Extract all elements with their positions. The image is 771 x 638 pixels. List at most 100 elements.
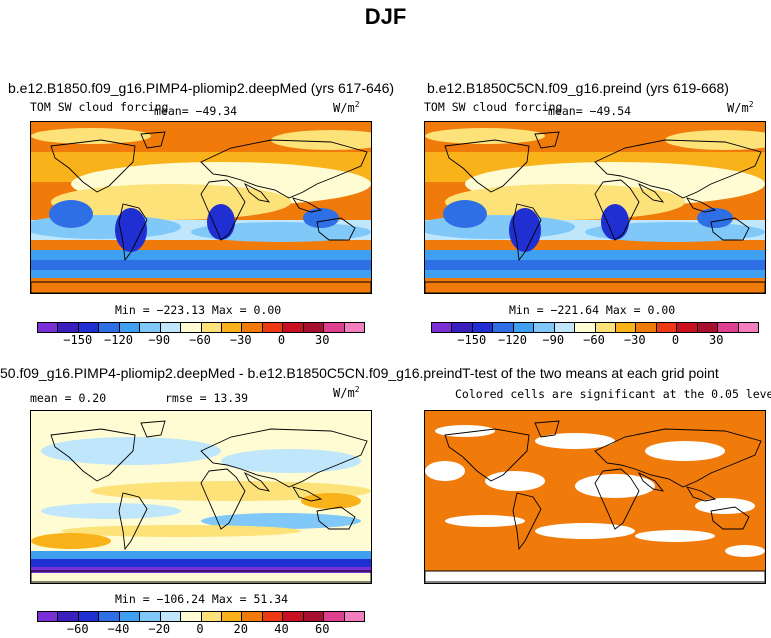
colorbar-swatch <box>283 612 304 621</box>
colorbar-tick-label: 0 <box>196 622 204 636</box>
panel3-minmax: Min = −106.24 Max = 51.34 <box>115 592 289 606</box>
field-band <box>31 559 371 567</box>
panel3-colorbar <box>37 611 365 622</box>
continent-outline <box>512 492 542 551</box>
panel2-map <box>424 121 766 294</box>
colorbar-tick-label: −120 <box>104 333 133 347</box>
colorbar-swatch <box>472 323 494 332</box>
colorbar-swatch <box>119 612 141 621</box>
field-blob <box>207 204 235 240</box>
continent-outline <box>594 139 762 199</box>
continent-outline <box>534 131 560 149</box>
non-significant-region <box>575 474 655 498</box>
colorbar-swatch <box>636 323 657 332</box>
continent-outline <box>710 217 750 241</box>
continent-outline <box>140 131 166 149</box>
colorbar-swatch <box>303 323 325 332</box>
colorbar-tick-label: 30 <box>315 333 330 347</box>
non-significant-region <box>485 471 545 491</box>
continent-outline <box>200 179 246 241</box>
field-blob <box>201 513 361 529</box>
panel3-title: 50.f09_g16.PIMP4-pliomip2.deepMed - b.e1… <box>0 365 463 381</box>
colorbar-tick-label: −90 <box>148 333 171 347</box>
field-blob <box>41 437 221 465</box>
continent-outline <box>686 486 717 502</box>
panel2-colorbar <box>431 322 759 333</box>
field-blob <box>31 128 151 144</box>
colorbar-swatch <box>344 612 364 621</box>
continent-outline <box>316 217 356 241</box>
continent-outline <box>710 506 750 530</box>
field-blob <box>425 128 545 144</box>
colorbar-tick-label: 20 <box>233 622 248 636</box>
colorbar-swatch <box>221 612 243 621</box>
colorbar-swatch <box>58 612 79 621</box>
colorbar-tick-label: −30 <box>623 333 646 347</box>
panel3-colorbar-ticks: −60 −40 −20 0 20 40 60 <box>37 622 363 636</box>
panel3-rmse: rmse = 13.39 <box>165 391 249 405</box>
colorbar-tick-label: −150 <box>457 333 487 347</box>
colorbar-swatch <box>432 323 453 332</box>
colorbar-swatch <box>99 612 120 621</box>
field-blob <box>443 200 487 228</box>
colorbar-swatch <box>324 612 345 621</box>
field-band <box>31 551 371 561</box>
field-blob <box>301 493 361 509</box>
colorbar-swatch <box>575 323 596 332</box>
field-blob <box>665 130 765 150</box>
colorbar-tick-label: −150 <box>63 333 93 347</box>
colorbar-swatch <box>595 323 616 332</box>
colorbar-tick-label: −60 <box>583 333 605 347</box>
non-significant-region <box>425 571 765 583</box>
field-blob <box>303 208 339 228</box>
colorbar-swatch <box>181 323 202 332</box>
panel2-mean: mean= −49.54 <box>548 104 632 118</box>
panel1-units: W/m2 <box>333 100 360 115</box>
continent-outline <box>50 428 136 482</box>
colorbar-swatch <box>242 612 263 621</box>
colorbar-swatch <box>324 323 345 332</box>
panel1-title: b.e12.B1850.f09_g16.PIMP4-pliomip2.deepM… <box>8 80 395 96</box>
non-significant-region <box>725 545 765 557</box>
continent-outline <box>243 182 271 203</box>
non-significant-region <box>645 441 725 461</box>
field-band <box>31 278 371 293</box>
colorbar-swatch <box>119 323 141 332</box>
panel1-mean: mean= −49.34 <box>154 104 238 118</box>
continent-outline <box>200 468 246 530</box>
continent-outline <box>637 182 665 203</box>
colorbar-tick-label: −60 <box>66 622 89 636</box>
continent-outline <box>50 139 136 193</box>
field-blob <box>91 481 371 501</box>
continent-outline <box>425 281 765 293</box>
continent-outline <box>594 179 640 241</box>
panel2-variable: TOM SW cloud forcing <box>424 100 563 114</box>
colorbar-tick-label: −90 <box>542 333 565 347</box>
colorbar-swatch <box>697 323 719 332</box>
continent-outline <box>637 471 665 492</box>
panel1-colorbar-ticks: −150 −120 −90 −60 −30 0 30 <box>37 333 363 347</box>
colorbar-swatch <box>78 612 100 621</box>
panel2-title: b.e12.B1850C5CN.f09_g16.preind (yrs 619-… <box>427 80 729 96</box>
field-band <box>31 573 371 583</box>
colorbar-swatch <box>160 612 182 621</box>
field-blob <box>61 525 301 537</box>
continent-outline <box>425 570 765 583</box>
colorbar-swatch <box>221 323 243 332</box>
non-significant-region <box>695 498 755 514</box>
panel2-minmax: Min = −221.64 Max = 0.00 <box>509 303 676 317</box>
non-significant-region <box>535 433 615 449</box>
figure-title: DJF <box>364 4 407 29</box>
colorbar-swatch <box>140 323 161 332</box>
colorbar-tick-label: 0 <box>671 333 680 347</box>
field-blob <box>31 533 111 549</box>
field-blob <box>49 200 93 228</box>
colorbar-swatch <box>201 612 222 621</box>
colorbar-tick-label: 30 <box>709 333 724 347</box>
field-blob <box>41 503 181 519</box>
panel4-title: T-test of the two means at each grid poi… <box>462 365 719 381</box>
field-band <box>425 278 765 293</box>
non-significant-region <box>535 523 635 539</box>
colorbar-swatch <box>656 323 678 332</box>
panel1-colorbar <box>37 322 365 333</box>
